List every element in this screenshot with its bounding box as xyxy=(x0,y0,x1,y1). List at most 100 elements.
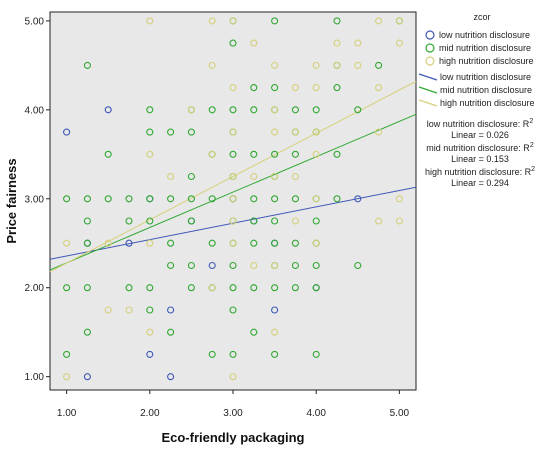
point-s2-11 xyxy=(208,17,216,25)
point-s2-34 xyxy=(291,172,299,181)
point-s1-2 xyxy=(63,350,71,358)
point-s1-74 xyxy=(291,239,299,247)
point-s1-9 xyxy=(104,150,112,158)
point-s1-13 xyxy=(125,284,133,292)
point-s2-41 xyxy=(312,239,320,247)
point-s1-30 xyxy=(187,261,195,270)
point-s1-47 xyxy=(229,261,237,270)
point-s2-9 xyxy=(167,172,175,181)
point-s1-89 xyxy=(333,195,341,203)
point-s1-76 xyxy=(291,284,299,292)
point-s2-22 xyxy=(229,373,237,381)
point-s0-0 xyxy=(63,128,71,136)
point-s0-10 xyxy=(208,261,216,270)
point-s1-65 xyxy=(271,217,279,225)
point-s2-52 xyxy=(395,195,403,203)
point-s1-24 xyxy=(167,328,175,336)
point-s1-58 xyxy=(250,328,258,336)
point-s2-43 xyxy=(333,61,341,69)
point-s2-31 xyxy=(271,328,279,336)
legend-line-0 xyxy=(418,73,438,81)
point-s2-0 xyxy=(63,239,71,247)
point-s1-15 xyxy=(146,128,154,136)
point-s1-7 xyxy=(83,284,91,292)
point-s0-7 xyxy=(167,306,175,314)
point-s0-2 xyxy=(83,373,91,381)
point-s1-19 xyxy=(146,306,154,314)
point-s1-14 xyxy=(146,106,154,114)
point-s0-16 xyxy=(354,195,362,203)
point-s1-4 xyxy=(83,195,91,203)
legend-marker-0 xyxy=(425,30,435,40)
point-s2-2 xyxy=(104,239,112,247)
point-s2-27 xyxy=(271,106,279,114)
annotation-value-1: Linear = 0.153 xyxy=(451,154,509,164)
point-s2-8 xyxy=(146,328,154,336)
point-s2-20 xyxy=(229,217,237,225)
point-s1-5 xyxy=(83,217,91,225)
point-s2-35 xyxy=(291,217,299,225)
point-s1-34 xyxy=(208,195,216,203)
point-s1-35 xyxy=(208,239,216,247)
point-s2-46 xyxy=(375,17,383,25)
point-s1-53 xyxy=(250,150,258,158)
point-s1-88 xyxy=(333,150,341,158)
point-s1-22 xyxy=(167,239,175,247)
point-s1-57 xyxy=(250,284,258,292)
point-s2-18 xyxy=(229,172,237,181)
point-s1-62 xyxy=(271,150,279,158)
point-s2-42 xyxy=(333,39,341,47)
point-s1-73 xyxy=(291,195,299,203)
y-tick-label-3: 4.00 xyxy=(25,105,45,116)
legend-marker-2 xyxy=(425,56,435,66)
point-s1-40 xyxy=(229,106,237,114)
point-s1-50 xyxy=(229,350,237,358)
point-s2-5 xyxy=(146,17,154,25)
point-s2-51 xyxy=(395,39,403,47)
x-tick-label-4: 5.00 xyxy=(390,408,410,419)
point-s2-12 xyxy=(208,61,216,69)
annotation-title-0: low nutrition disclosure: R2 xyxy=(427,118,534,129)
point-s1-69 xyxy=(271,350,279,358)
point-s2-48 xyxy=(375,128,383,136)
legend-line-label-0: low nutrition disclosure xyxy=(440,72,531,82)
legend-label-2: high nutrition disclosure xyxy=(439,56,534,66)
point-s2-49 xyxy=(375,217,383,225)
legend-title: zcor xyxy=(473,12,490,22)
point-s2-37 xyxy=(312,84,320,92)
x-tick-label-2: 3.00 xyxy=(223,408,243,419)
axes-layer: 1.00 2.00 3.00 4.00 5.00 1.00 2.00 3.00 4.00 5.00 xyxy=(25,16,410,419)
point-s2-32 xyxy=(291,84,299,92)
point-s1-54 xyxy=(250,195,258,203)
point-s1-64 xyxy=(271,195,279,203)
point-s2-53 xyxy=(395,217,403,225)
point-s1-31 xyxy=(187,284,195,292)
annotation-title-2: high nutrition disclosure: R2 xyxy=(425,166,535,177)
legend-entries: low nutrition disclosure mid nutrition di… xyxy=(418,30,535,108)
point-s1-6 xyxy=(83,239,91,247)
point-s1-49 xyxy=(229,306,237,314)
point-s2-1 xyxy=(63,373,71,381)
point-s2-17 xyxy=(229,128,237,136)
point-s2-15 xyxy=(229,17,237,25)
x-tick-label-3: 4.00 xyxy=(306,408,326,419)
point-s1-1 xyxy=(63,284,71,292)
x-tick-label-0: 1.00 xyxy=(57,408,77,419)
point-s1-8 xyxy=(83,328,91,336)
point-s1-92 xyxy=(375,61,383,69)
point-s1-60 xyxy=(271,84,279,92)
plot-area xyxy=(49,11,417,391)
point-s1-32 xyxy=(208,106,216,114)
point-s1-72 xyxy=(291,150,299,158)
y-tick-label-4: 5.00 xyxy=(25,16,45,27)
point-s1-17 xyxy=(146,217,154,225)
point-s2-3 xyxy=(104,306,112,314)
point-s2-16 xyxy=(229,84,237,92)
point-s1-23 xyxy=(167,261,175,270)
point-s1-27 xyxy=(187,172,195,181)
point-s2-14 xyxy=(208,284,216,292)
point-s1-77 xyxy=(312,106,320,114)
point-s1-10 xyxy=(104,195,112,203)
